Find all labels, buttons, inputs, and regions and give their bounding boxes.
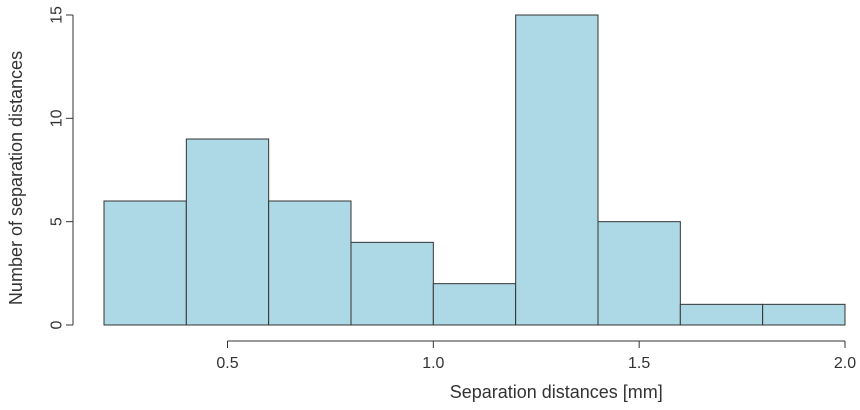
bars-layer [103,14,846,326]
histogram-bar-5 [515,14,599,326]
x-axis-title: Separation distances [mm] [450,382,663,402]
histogram-bar-6 [597,221,681,326]
y-tick-label-3: 15 [49,6,66,24]
y-tick-label-0: 0 [49,320,66,329]
histogram-bar-7 [679,303,764,326]
x-tick-label-3: 2.0 [834,355,856,372]
histogram-bar-8 [762,303,846,326]
histogram-bar-2 [268,200,352,326]
x-tick-label-1: 1.0 [422,355,444,372]
histogram-bar-0 [103,200,187,326]
x-tick-label-0: 0.5 [216,355,238,372]
axes-layer: 0.5 1.0 1.5 2.0 0 5 10 15 [49,6,857,372]
y-axis-title: Number of separation distances [6,51,26,305]
x-tick-label-2: 1.5 [628,355,650,372]
histogram-bar-1 [185,138,270,326]
y-tick-label-2: 10 [49,109,66,127]
histogram-bar-3 [350,241,434,326]
histogram-bar-4 [432,283,517,326]
y-tick-label-1: 5 [49,217,66,226]
